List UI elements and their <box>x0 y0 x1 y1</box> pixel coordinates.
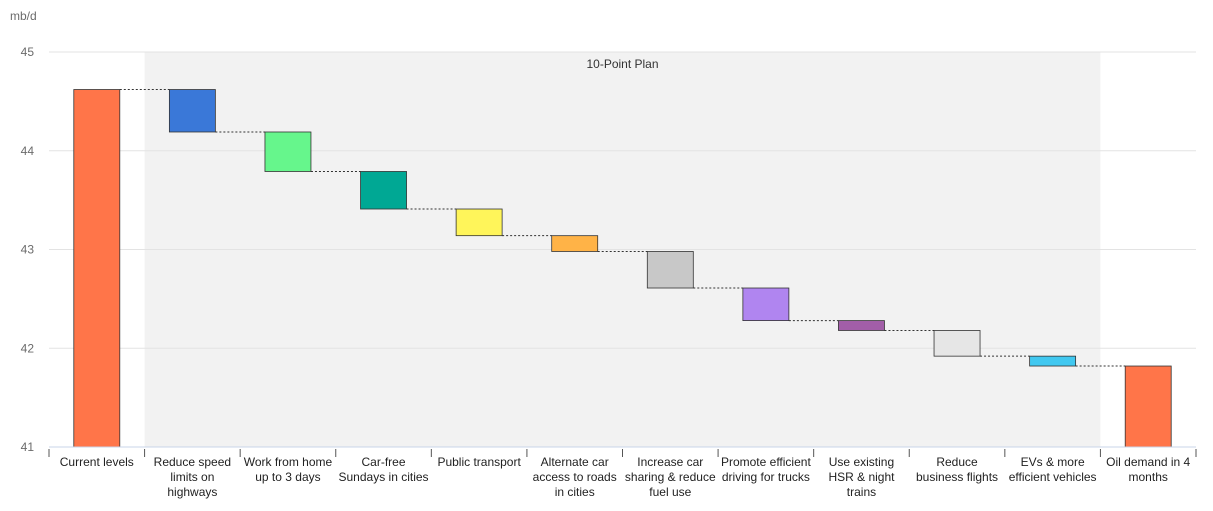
connector-lines <box>119 89 1126 367</box>
x-tick-label: Current levels <box>59 455 134 469</box>
x-tick-label: Reduce speed limits on highways <box>153 455 232 499</box>
bar <box>264 131 312 172</box>
x-tick-label: Oil demand in 4 months <box>1106 455 1191 484</box>
bar <box>933 330 981 357</box>
y-axis-unit-label: mb/d <box>10 9 37 23</box>
ten-point-plan-label: 10-Point Plan <box>586 57 658 71</box>
y-axis: 41 42 43 44 45 <box>21 45 35 454</box>
x-tick-label: Public transport <box>437 455 521 469</box>
bar <box>1124 365 1172 448</box>
bar <box>646 251 694 289</box>
bar <box>360 171 407 210</box>
bar <box>168 89 216 133</box>
bar <box>838 320 885 331</box>
bar <box>455 208 503 237</box>
bar <box>742 287 790 322</box>
bar <box>1029 355 1077 367</box>
x-tick-label: Use existing HSR & night trains <box>828 455 895 499</box>
x-tick-label: Increase car sharing & reduce fuel use <box>624 455 716 499</box>
x-tick-label: Reduce business flights <box>916 455 999 484</box>
gridlines <box>49 51 1196 349</box>
x-tick-label: Promote efficient driving for trucks <box>720 455 811 484</box>
y-tick-label: 44 <box>21 144 35 158</box>
y-tick-label: 45 <box>21 45 35 59</box>
x-tick-label: Car-free Sundays in cities <box>338 455 429 484</box>
x-tick-label: Alternate car access to roads in cities <box>532 455 617 499</box>
x-axis <box>48 446 1197 457</box>
y-tick-label: 41 <box>21 440 35 454</box>
bar <box>551 235 599 252</box>
x-tick-label: EVs & more efficient vehicles <box>1008 455 1097 484</box>
x-tick-label: Work from home up to 3 days <box>243 455 333 484</box>
y-tick-label: 42 <box>21 341 35 355</box>
bars <box>73 89 1172 448</box>
bar <box>73 89 121 448</box>
y-tick-label: 43 <box>21 243 35 257</box>
